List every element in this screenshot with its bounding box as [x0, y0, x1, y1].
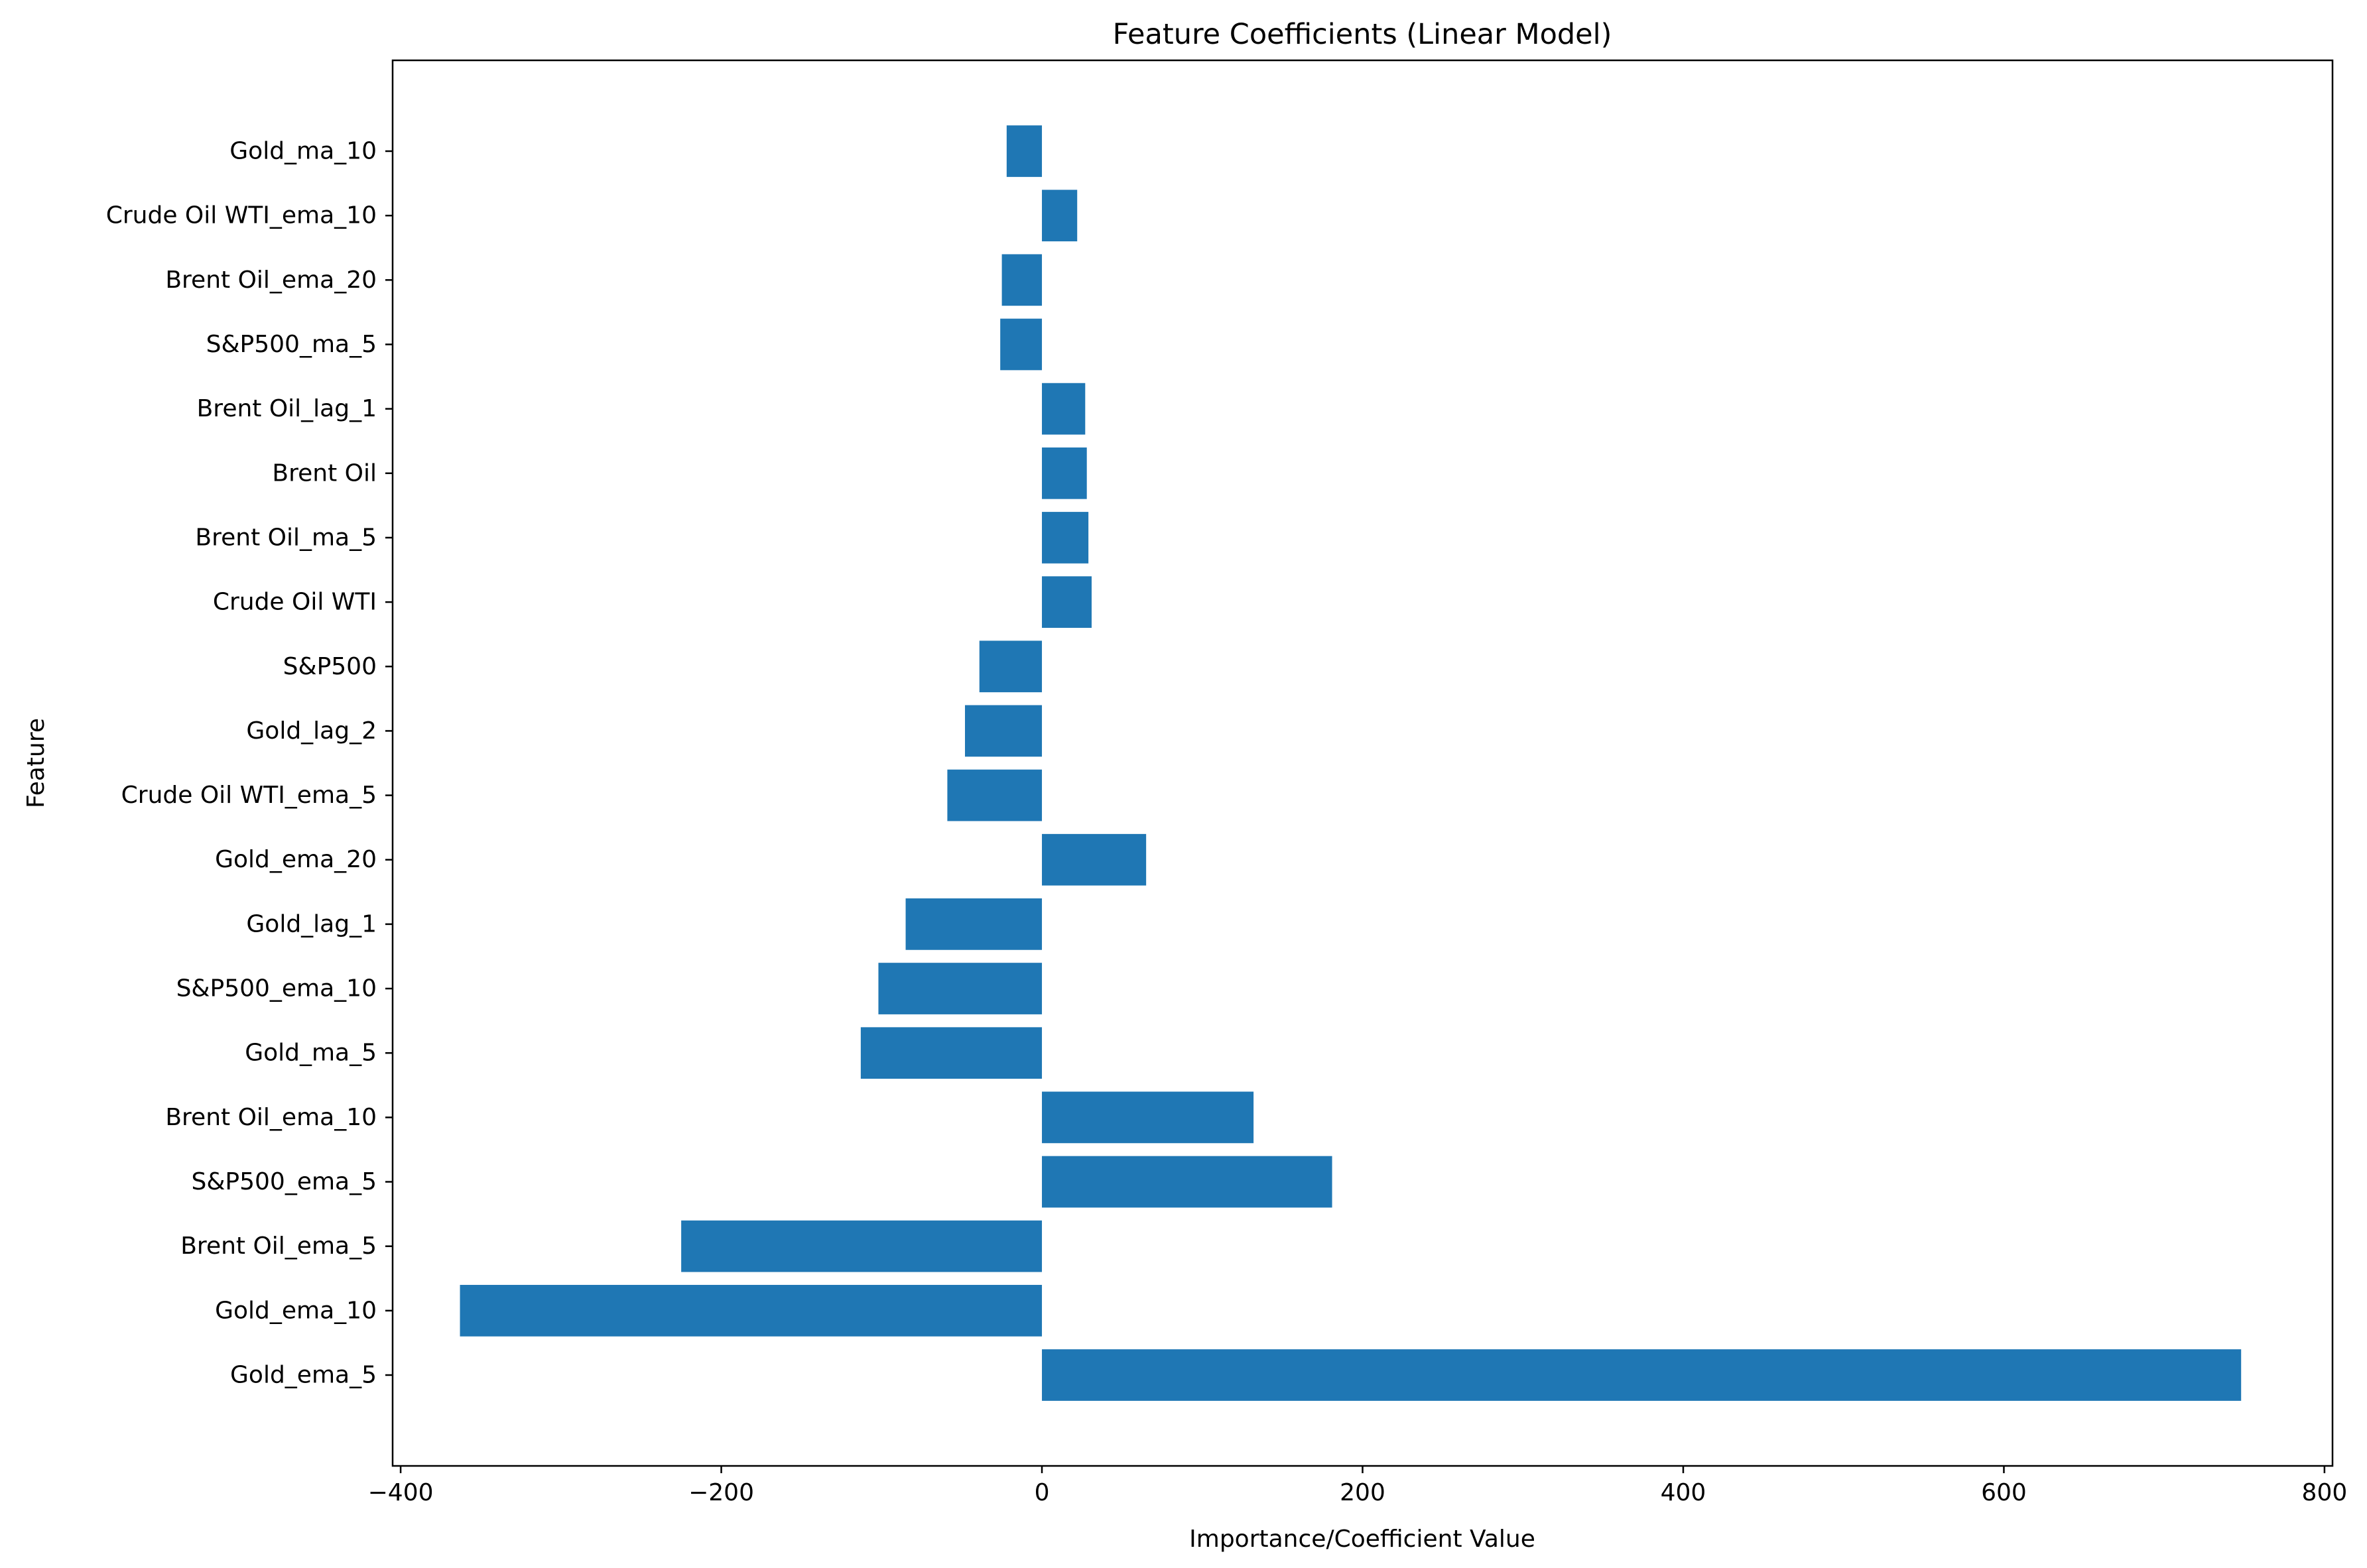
x-tick-label: 600 [1981, 1479, 2027, 1506]
x-axis-ticks: −400 −200 0 200 400 600 800 [368, 1466, 2348, 1506]
y-tick-label: Brent Oil_ma_5 [195, 524, 377, 551]
x-tick-label: −400 [368, 1479, 434, 1506]
bar [681, 1220, 1043, 1272]
bar [860, 1027, 1043, 1079]
x-tick-label: 0 [1035, 1479, 1050, 1506]
y-tick-label: Brent Oil_ema_20 [165, 267, 377, 294]
y-tick-label: Brent Oil_ema_10 [165, 1104, 377, 1131]
bar [1042, 447, 1087, 499]
y-tick-label: Crude Oil WTI [213, 589, 377, 616]
y-tick-label: Gold_ema_20 [215, 846, 377, 873]
y-axis-label: Feature [23, 718, 50, 808]
bar [1000, 318, 1043, 371]
bar [905, 898, 1043, 950]
y-tick-label: Brent Oil_ema_5 [180, 1233, 377, 1260]
bar [1001, 254, 1043, 306]
y-tick-label: Gold_lag_2 [246, 717, 377, 745]
y-tick-label: Brent Oil [272, 459, 377, 487]
y-tick-label: Gold_ma_10 [229, 138, 377, 165]
bar [460, 1284, 1043, 1337]
x-tick-label: −200 [688, 1479, 754, 1506]
y-tick-label: S&P500_ma_5 [206, 331, 377, 358]
y-tick-label: Crude Oil WTI_ema_5 [121, 782, 377, 809]
y-tick-label: Crude Oil WTI_ema_10 [106, 202, 377, 229]
y-tick-label: S&P500 [283, 653, 377, 680]
y-tick-label: Gold_lag_1 [246, 910, 377, 937]
x-axis-label: Importance/Coefficient Value [1189, 1526, 1535, 1553]
plot-frame [391, 59, 2334, 1467]
bar [1042, 576, 1092, 628]
bar [1042, 383, 1086, 435]
bar [1042, 1156, 1332, 1208]
bar [947, 769, 1043, 821]
bar [1042, 1091, 1254, 1144]
bar [1042, 1349, 2242, 1401]
bar [964, 705, 1043, 757]
bar [1042, 833, 1147, 886]
bars-group [460, 125, 2242, 1401]
y-axis-ticks: Gold_ema_5 Gold_ema_10 Brent Oil_ema_5 S&P5… [106, 138, 393, 1389]
y-tick-label: Brent Oil_lag_1 [197, 395, 377, 422]
y-tick-label: Gold_ema_10 [215, 1297, 377, 1324]
y-tick-label: S&P500_ema_10 [176, 975, 377, 1002]
bar [878, 963, 1043, 1014]
bar [1042, 512, 1089, 564]
bar [1042, 190, 1078, 242]
y-tick-label: Gold_ema_5 [230, 1362, 377, 1389]
chart-title: Feature Coefficients (Linear Model) [1113, 18, 1612, 51]
bar [1006, 125, 1043, 177]
x-tick-label: 400 [1661, 1479, 1706, 1506]
bar [979, 640, 1043, 693]
x-tick-label: 800 [2302, 1479, 2348, 1506]
x-tick-label: 200 [1340, 1479, 1385, 1506]
y-tick-label: S&P500_ema_5 [191, 1168, 377, 1195]
y-tick-label: Gold_ma_5 [245, 1040, 377, 1067]
